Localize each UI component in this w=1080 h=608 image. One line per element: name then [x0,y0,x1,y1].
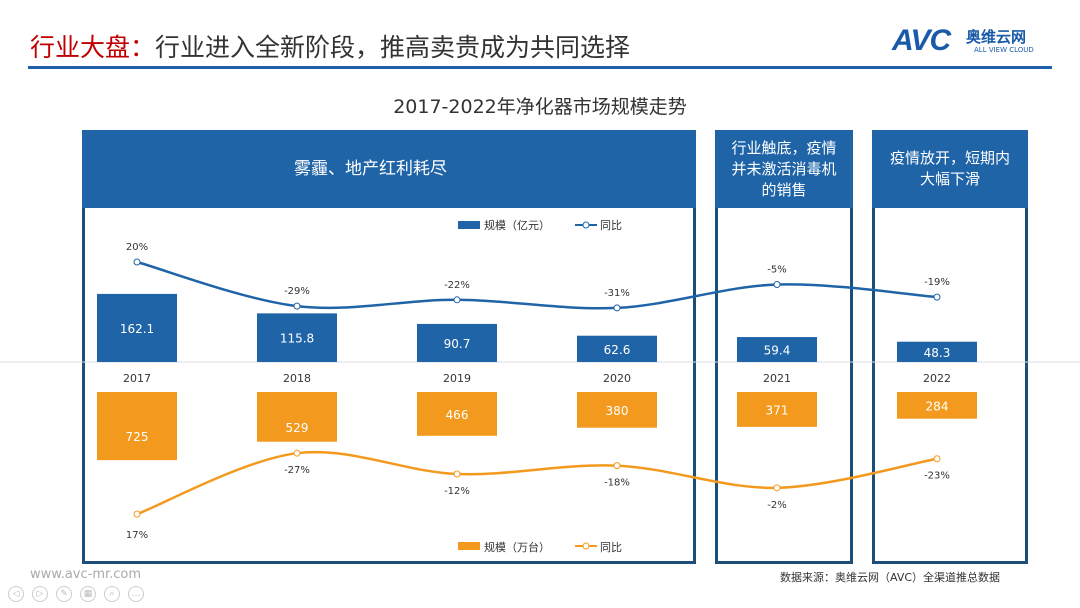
bar-units [97,392,177,461]
yoy-value-point [613,304,621,312]
logo-en: ALL VIEW CLOUD [974,46,1034,54]
yoy-units-line [136,450,938,516]
logo-text: AVC [892,24,951,57]
yoy-units-point [933,455,941,463]
bar-units [417,392,497,436]
page-title: 行业大盘：行业进入全新阶段，推高卖贵成为共同选择 [30,28,630,64]
legend-swatch [458,542,480,550]
bar-units-label: 380 [606,404,629,418]
category-label: 2019 [443,372,471,385]
legend-label: 规模（万台） [484,540,550,554]
yoy-units-point [133,510,141,518]
data-source: 数据来源：奥维云网（AVC）全渠道推总数据 [780,571,1001,584]
bar-value [577,335,657,362]
category-label: 2022 [923,372,951,385]
avc-logo: AVC 奥维云网 ALL VIEW CLOUD [892,24,1034,58]
bar-units-label: 725 [126,430,149,444]
yoy-value-point [133,258,141,266]
bar-value [257,313,337,362]
yoy-units-label: -27% [284,465,310,476]
yoy-units-label: -18% [604,478,630,489]
yoy-units-point [293,449,301,457]
legend-swatch [582,542,590,550]
bar-units-label: 466 [446,408,469,422]
bar-units [897,392,977,419]
category-label: 2021 [763,372,791,385]
yoy-units-point [453,470,461,478]
yoy-value-label: -5% [767,265,786,276]
yoy-value-label: -31% [604,288,630,299]
bar-units [737,392,817,427]
prev-icon[interactable]: ◁ [8,586,24,602]
bar-label: 59.4 [764,344,791,358]
yoy-value-point [293,302,301,310]
category-label: 2018 [283,372,311,385]
slides-icon[interactable]: ▦ [80,586,96,602]
title-divider [28,66,1052,69]
yoy-units-point [613,462,621,470]
yoy-value-label: -22% [444,280,470,291]
yoy-value-label: -19% [924,277,950,288]
bar-label: 48.3 [924,346,951,360]
category-label: 2020 [603,372,631,385]
bar-label: 162.1 [120,322,154,336]
yoy-units-label: -2% [767,500,786,511]
yoy-value-line [136,260,938,310]
next-icon[interactable]: ▷ [32,586,48,602]
yoy-value-point [933,293,941,301]
yoy-units-label: 17% [126,530,148,541]
bar-units-label: 529 [286,421,309,435]
website-url[interactable]: www.avc-mr.com [30,567,142,582]
title-prefix: 行业大盘： [30,33,156,62]
bar-label: 62.6 [604,343,631,357]
bar-label: 90.7 [444,337,471,351]
pen-icon[interactable]: ✎ [56,586,72,602]
logo-cn: 奥维云网 [966,28,1027,46]
zoom-icon[interactable]: ⌕ [104,586,120,602]
chart-title: 2017-2022年净化器市场规模走势 [393,96,687,118]
legend-label: 同比 [600,219,622,232]
bar-value [97,293,177,362]
panel-header-2: 行业触底，疫情并未激活消毒机的销售 [715,130,853,208]
panel-header-3: 疫情放开，短期内大幅下滑 [872,130,1028,208]
yoy-units-label: -12% [444,486,470,497]
bar-value [897,341,977,362]
yoy-units-point [773,484,781,492]
bar-units [257,392,337,442]
bar-units-label: 371 [766,403,789,417]
yoy-value-point [453,296,461,304]
yoy-value-label: -29% [284,286,310,297]
bar-units-label: 284 [926,399,949,413]
more-icon[interactable]: … [128,586,144,602]
yoy-units-label: -23% [924,471,950,482]
legend-label: 同比 [600,541,622,554]
yoy-value-label: 20% [126,242,148,253]
yoy-value-point [773,281,781,288]
bar-label: 115.8 [280,332,314,346]
legend-swatch [458,221,480,229]
bar-value [737,337,817,362]
category-label: 2017 [123,372,151,385]
bar-value [417,323,497,362]
panel-header-1: 雾霾、地产红利耗尽 [82,130,696,208]
legend-label: 规模（亿元） [484,218,550,232]
title-main: 行业进入全新阶段，推高卖贵成为共同选择 [155,33,631,62]
legend-swatch [582,221,590,229]
bar-units [577,392,657,428]
